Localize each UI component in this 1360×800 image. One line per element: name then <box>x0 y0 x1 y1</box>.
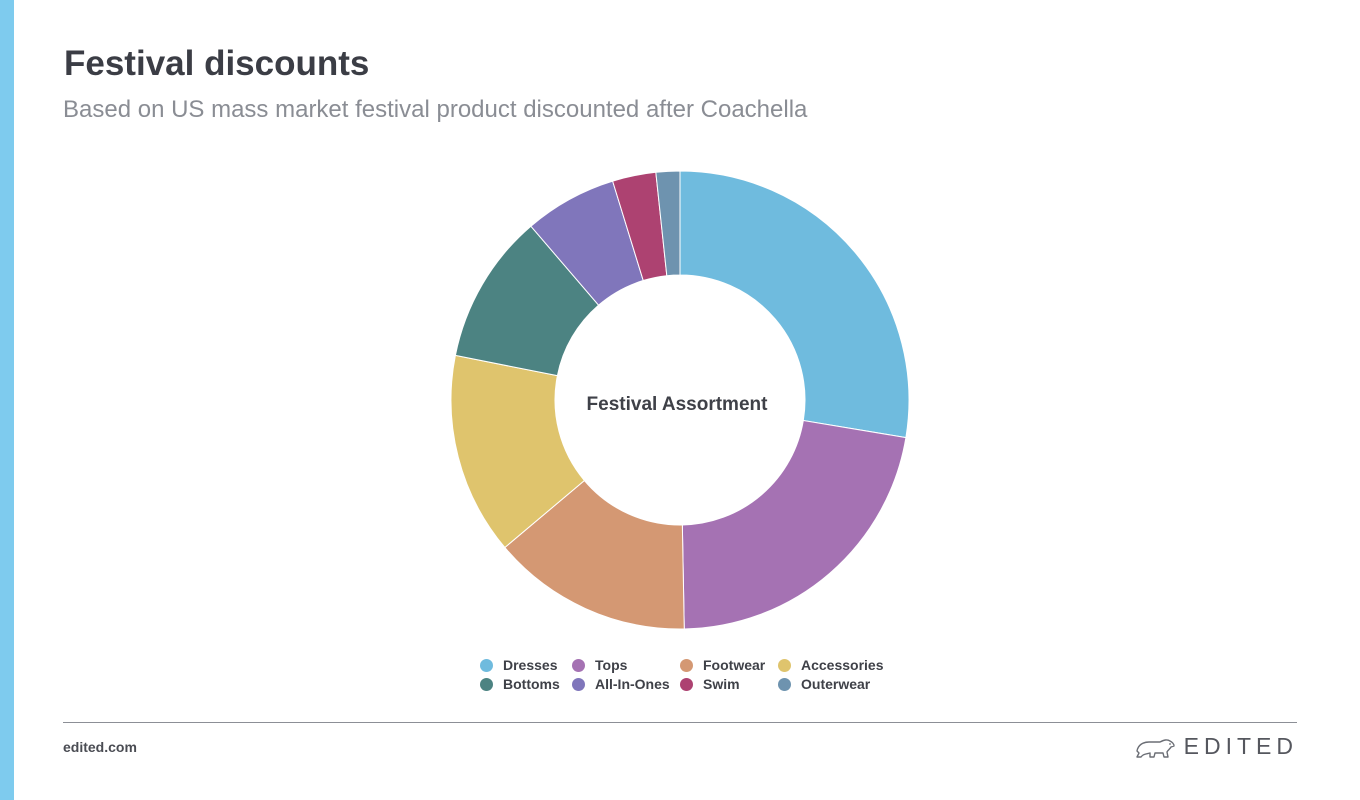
slice-outerwear[interactable] <box>655 170 681 277</box>
legend-label: Footwear <box>703 657 766 673</box>
legend-swatch <box>572 677 585 691</box>
donut-slices <box>450 170 910 630</box>
legend-item-accessories[interactable]: Accessories <box>778 657 888 673</box>
legend-item-bottoms[interactable]: Bottoms <box>480 676 572 692</box>
polar-bear-logo <box>1135 738 1175 758</box>
legend-swatch <box>480 658 493 672</box>
legend-label: Dresses <box>503 657 558 673</box>
page-subtitle: Based on US mass market festival product… <box>63 96 808 123</box>
slice-dresses[interactable] <box>679 170 910 439</box>
legend-swatch <box>680 658 693 672</box>
legend-label: Accessories <box>801 657 884 673</box>
legend-item-outerwear[interactable]: Outerwear <box>778 676 888 692</box>
legend-swatch <box>572 658 585 672</box>
legend-item-footwear[interactable]: Footwear <box>680 657 778 673</box>
legend-label: Swim <box>703 676 740 692</box>
accent-bar <box>0 0 14 800</box>
legend-label: Outerwear <box>801 676 871 692</box>
legend-swatch <box>680 677 693 691</box>
legend-item-dresses[interactable]: Dresses <box>480 657 572 673</box>
brand-name: EDITED <box>1183 733 1298 759</box>
legend-swatch <box>778 658 791 672</box>
legend-item-all-in-ones[interactable]: All-In-Ones <box>572 676 680 692</box>
donut-center-label: Festival Assortment <box>587 394 769 415</box>
legend-item-swim[interactable]: Swim <box>680 676 778 692</box>
legend-item-tops[interactable]: Tops <box>572 657 680 673</box>
legend-label: All-In-Ones <box>595 676 670 692</box>
page-title: Festival discounts <box>64 44 370 83</box>
slice-footwear[interactable] <box>504 479 685 630</box>
legend-swatch <box>778 677 791 691</box>
legend-swatch <box>480 677 493 691</box>
legend-label: Tops <box>595 657 628 673</box>
slice-tops[interactable] <box>681 419 907 630</box>
footer-divider <box>63 722 1297 723</box>
footer-link[interactable]: edited.com <box>63 739 137 755</box>
legend-label: Bottoms <box>503 676 560 692</box>
brand: EDITED <box>1134 733 1298 760</box>
chart-legend: Dresses Tops Footwear Accessories Bottoms All… <box>480 657 888 692</box>
